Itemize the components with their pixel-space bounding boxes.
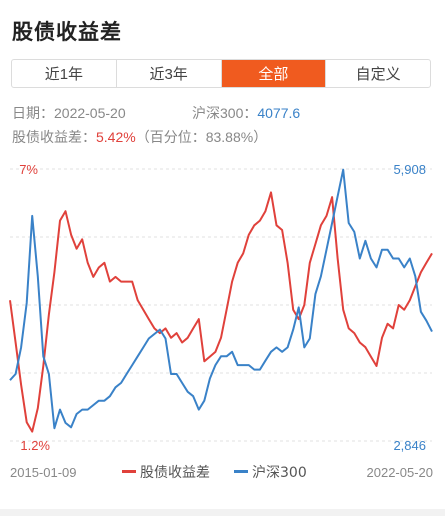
info-row-spread: 股债收益差：5.42%（百分位：83.88%） [12,127,267,147]
tab-3-year[interactable]: 近3年 [117,60,222,87]
date-label: 日期： [12,105,54,121]
spread-value: 5.42% [96,129,136,145]
tab-custom[interactable]: 自定义 [355,66,401,83]
legend-swatch-index [234,470,248,473]
right-axis-min-label: 2,846 [393,438,426,453]
tab-1-year[interactable]: 近1年 [12,60,117,87]
bottom-divider [0,509,445,516]
date-value: 2022-05-20 [54,105,126,121]
chart-lines [9,168,433,433]
range-tabs: 近1年 近3年 全部 自定义 [11,59,431,88]
index-info: 沪深300：4077.6 [192,103,300,123]
percentile-value: 83.88% [205,129,254,145]
percentile-prefix: （百分位： [135,129,206,145]
legend-swatch-spread [122,470,136,473]
left-axis-max-label: 7% [19,162,38,177]
legend-label-index: 沪深300 [252,465,307,481]
right-axis-max-label: 5,908 [393,162,426,177]
left-axis-min-label: 1.2% [20,438,50,453]
index-label: 沪深300： [192,105,258,121]
index-value: 4077.6 [257,105,301,121]
series-line-index [9,168,433,430]
series-line-spread [9,191,433,433]
tab-all[interactable]: 全部 [221,60,327,87]
legend: 股债收益差 沪深300 [122,465,307,481]
x-end-label: 2022-05-20 [367,465,434,480]
x-start-label: 2015-01-09 [10,465,77,480]
spread-label: 股债收益差： [12,129,96,145]
chart-grid [10,168,432,442]
info-row-date-index: 日期：2022-05-20 沪深300：4077.6 [12,103,300,123]
legend-label-spread: 股债收益差 [140,465,210,481]
spread-vs-index-chart: 7% 1.2% 5,908 2,846 2015-01-09 2022-05-2… [9,162,434,481]
percentile-suffix: ） [253,129,268,145]
page-title: 股债收益差 [12,21,122,44]
